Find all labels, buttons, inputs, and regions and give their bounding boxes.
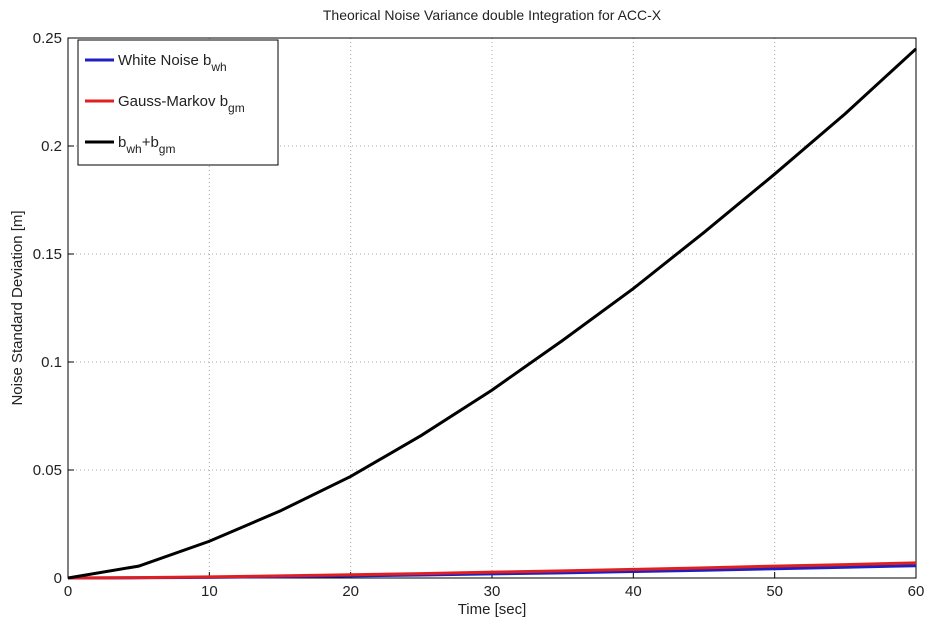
x-axis-label: Time [sec]	[458, 601, 527, 618]
legend-subscript: gm	[159, 142, 176, 156]
y-tick-label: 0	[54, 570, 62, 587]
x-tick-label: 10	[201, 583, 218, 600]
y-tick-label: 0.25	[33, 30, 62, 47]
legend-label: bwh+bgm	[118, 134, 175, 156]
y-axis-label: Noise Standard Deviation [m]	[9, 210, 26, 405]
legend-subscript: gm	[228, 101, 245, 115]
legend-label: White Noise bwh	[118, 52, 227, 74]
x-tick-label: 20	[342, 583, 359, 600]
plot-frame	[67, 37, 917, 579]
y-tick-label: 0.05	[33, 462, 62, 479]
legend-label: Gauss-Markov bgm	[118, 93, 245, 115]
legend-subscript: wh	[210, 60, 226, 74]
series-line	[67, 47, 918, 580]
x-tick-label: 30	[484, 583, 501, 600]
y-tick-label: 0.2	[41, 138, 62, 155]
chart-title: Theorical Noise Variance double Integrat…	[323, 7, 662, 23]
legend-text: +b	[142, 134, 159, 151]
series-line	[67, 561, 917, 580]
legend-text: White Noise b	[118, 52, 211, 69]
y-tick-label: 0.1	[41, 354, 62, 371]
legend-subscript: wh	[125, 142, 141, 156]
x-tick-label: 60	[908, 583, 925, 600]
y-tick-label: 0.15	[33, 246, 62, 263]
x-tick-label: 40	[625, 583, 642, 600]
x-tick-label: 50	[766, 583, 783, 600]
x-tick-label: 0	[64, 583, 72, 600]
legend-text: b	[118, 134, 126, 151]
legend-text: Gauss-Markov b	[118, 93, 228, 110]
